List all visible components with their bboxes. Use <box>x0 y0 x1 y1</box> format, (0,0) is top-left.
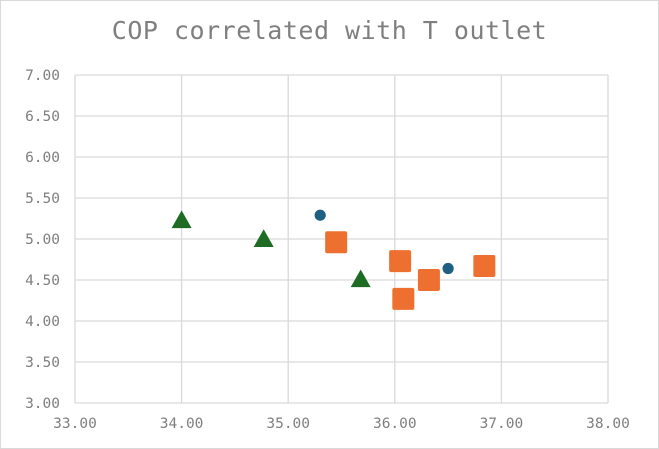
x-tick-label: 35.00 <box>266 416 310 432</box>
data-point-triangle <box>171 210 192 229</box>
x-tick-label: 37.00 <box>480 416 524 432</box>
y-tick-label: 3.50 <box>25 355 60 371</box>
x-tick-label: 33.00 <box>53 416 97 432</box>
y-tick-label: 5.00 <box>25 232 60 248</box>
data-point-triangle <box>253 229 274 247</box>
chart-title: COP correlated with T outlet <box>111 16 548 45</box>
x-tick-label: 38.00 <box>586 416 630 432</box>
data-point-triangle <box>350 269 371 288</box>
x-tick-label: 34.00 <box>160 416 204 432</box>
y-tick-label: 4.50 <box>25 273 60 289</box>
data-point-circle <box>442 262 454 275</box>
y-tick-label: 3.00 <box>25 396 60 412</box>
y-tick-label: 4.00 <box>25 314 60 330</box>
data-point-square <box>392 287 415 310</box>
y-tick-label: 7.00 <box>25 68 60 84</box>
data-point-square <box>389 250 412 273</box>
data-point-square <box>325 231 348 254</box>
data-point-circle <box>314 209 326 221</box>
x-tick-label: 36.00 <box>373 416 417 432</box>
y-tick-label: 6.00 <box>25 150 60 166</box>
data-point-square <box>417 269 440 291</box>
data-point-square <box>473 255 496 278</box>
y-tick-label: 6.50 <box>25 109 60 125</box>
y-tick-label: 5.50 <box>25 191 60 207</box>
